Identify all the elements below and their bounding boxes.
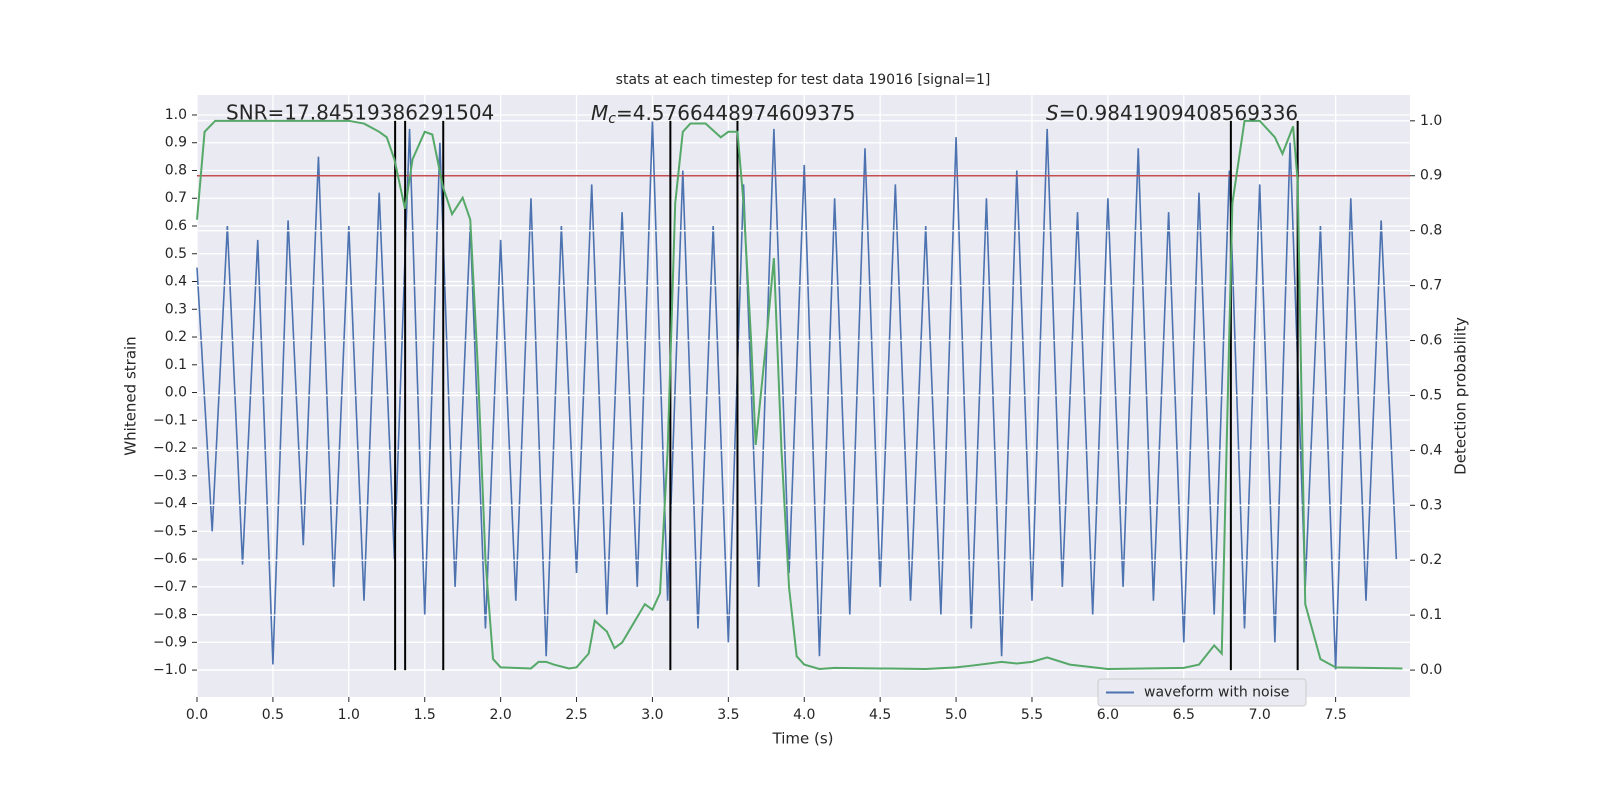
x-tick-label: 2.5: [565, 707, 587, 723]
x-tick-label: 5.0: [945, 707, 967, 723]
chart-title: stats at each timestep for test data 190…: [616, 72, 991, 88]
annotation-text: =4.5766448974609375: [616, 101, 855, 125]
x-tick-label: 7.0: [1249, 707, 1271, 723]
x-tick-label: 3.0: [641, 707, 663, 723]
x-tick-label: 3.5: [717, 707, 739, 723]
y-tick-label: 0.2: [165, 329, 187, 345]
y2-tick-label: 0.7: [1420, 278, 1442, 294]
y-tick-label: −0.5: [153, 523, 187, 539]
y2-tick-label: 1.0: [1420, 113, 1442, 129]
y-tick-label: 0.5: [165, 246, 187, 262]
x-tick-label: 6.0: [1097, 707, 1119, 723]
annotation-symbol: M: [591, 101, 608, 125]
y-tick-label: −0.4: [153, 496, 187, 512]
x-tick-label: 0.5: [262, 707, 284, 723]
y-axis-label: Whitened strain: [122, 336, 140, 455]
series-line: [196, 119, 1403, 670]
y-tick-label: −0.3: [153, 468, 187, 484]
x-tick-label: 0.0: [186, 707, 208, 723]
y-tick-label: −0.2: [153, 440, 187, 456]
annotation-text: =0.9841909408569336: [1059, 101, 1298, 125]
plot-layer: −1.0 −0.9 −0.8 −0.7 −0.6 −0.5 −0.4 −0.3 −0.2 −0.1…: [153, 95, 1442, 723]
y2-tick-label: 0.0: [1420, 662, 1442, 678]
y-tick-label: 0.3: [165, 301, 187, 317]
annotation-subscript: c: [608, 111, 616, 127]
y2-axis-label: Detection probability: [1452, 317, 1470, 475]
y2-tick-label: 0.8: [1420, 223, 1442, 239]
x-tick-label: 6.5: [1173, 707, 1195, 723]
y-tick-label: 0.6: [165, 218, 187, 234]
y-tick-label: 0.7: [165, 190, 187, 206]
legend-label: waveform with noise: [1144, 685, 1289, 701]
y-tick-label: 0.4: [165, 274, 187, 290]
y-tick-label: 0.0: [165, 385, 187, 401]
x-tick-label: 4.5: [869, 707, 891, 723]
y-tick-label: 0.9: [165, 135, 187, 151]
y2-tick-label: 0.4: [1420, 442, 1442, 458]
y-tick-label: −0.1: [153, 412, 187, 428]
annotation: Mc=4.5766448974609375: [591, 101, 855, 128]
series-line: [196, 120, 1398, 671]
x-tick-label: 4.0: [793, 707, 815, 723]
x-axis-label: Time (s): [772, 730, 834, 748]
y-tick-label: −0.8: [153, 607, 187, 623]
y2-tick-label: 0.1: [1420, 607, 1442, 623]
annotation-symbol: S: [1046, 101, 1059, 125]
x-tick-label: 7.5: [1324, 707, 1346, 723]
x-tick-label: 1.0: [338, 707, 360, 723]
y2-tick-label: 0.3: [1420, 497, 1442, 513]
y-tick-label: 0.1: [165, 357, 187, 373]
x-tick-label: 1.5: [414, 707, 436, 723]
legend-box: [1097, 678, 1307, 707]
y-tick-label: −0.7: [153, 579, 187, 595]
y-tick-label: −0.6: [153, 551, 187, 567]
x-tick-label: 2.0: [489, 707, 511, 723]
x-tick-label: 5.5: [1021, 707, 1043, 723]
y2-tick-label: 0.6: [1420, 333, 1442, 349]
y2-tick-label: 0.2: [1420, 552, 1442, 568]
y2-tick-label: 0.9: [1420, 168, 1442, 184]
y2-tick-label: 0.5: [1420, 387, 1442, 403]
y-tick-label: −0.9: [153, 634, 187, 650]
annotation: S=0.9841909408569336: [1046, 101, 1298, 125]
y-tick-label: −1.0: [153, 662, 187, 678]
annotation: SNR=17.84519386291504: [226, 101, 494, 125]
y-tick-label: 1.0: [165, 107, 187, 123]
y-tick-label: 0.8: [165, 162, 187, 178]
